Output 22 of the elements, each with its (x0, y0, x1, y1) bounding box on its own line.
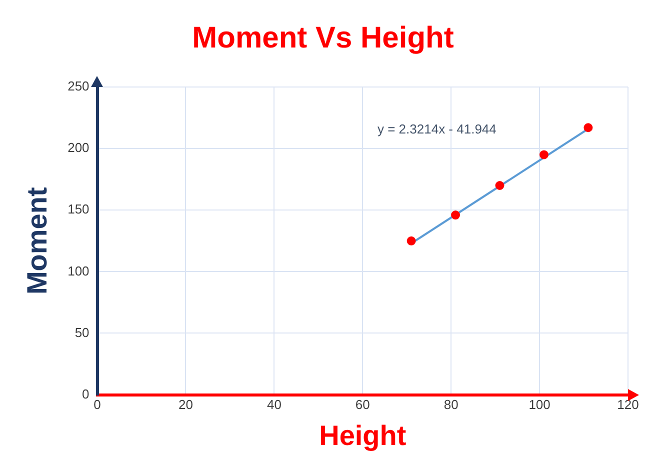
x-axis-title: Height (319, 420, 406, 451)
point (539, 150, 548, 160)
y-tick-label: 100 (68, 263, 90, 278)
y-axis-title: Moment (22, 187, 53, 295)
y-tick-label: 200 (68, 140, 90, 156)
x-tick-label: 60 (355, 397, 370, 412)
x-tick-label: 80 (444, 397, 458, 412)
x-tick-label: 20 (178, 397, 193, 412)
y-tick-label: 50 (74, 324, 90, 340)
point (451, 210, 460, 220)
point (406, 236, 416, 246)
x-tick-label: 120 (617, 397, 639, 412)
point (495, 180, 504, 190)
x-tick-label: 100 (528, 397, 550, 412)
x-tick-label: 0 (94, 397, 101, 412)
x-tick-label: 40 (266, 397, 282, 412)
y-tick-label: 250 (68, 78, 90, 94)
y-tick-label: 150 (68, 202, 90, 217)
annotation: y = 2.3214x - 41.944 (377, 122, 496, 137)
chart-title: Moment Vs Height (192, 21, 454, 54)
point (584, 123, 593, 132)
y-tick-label: 0 (82, 386, 90, 402)
